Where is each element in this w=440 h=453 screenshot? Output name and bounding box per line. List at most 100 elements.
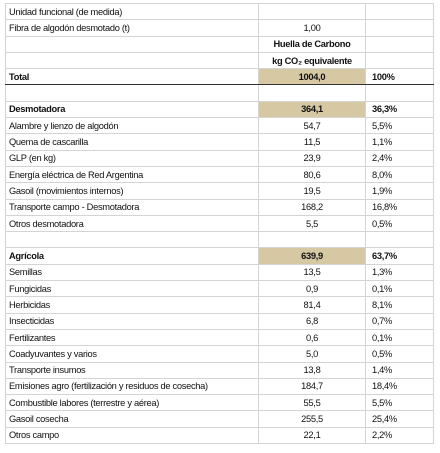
row-label: Unidad funcional (de medida)	[5, 2, 259, 21]
row-value: 22,1	[258, 426, 366, 445]
row-value: 1,00	[258, 19, 366, 37]
row-share: 100%	[365, 68, 434, 86]
item-row: Herbicidas 81,4 8,1%	[5, 296, 434, 314]
row-label: Transporte insumos	[5, 361, 259, 379]
row-label: Total	[5, 68, 259, 86]
item-row: Gasoil (movimientos internos) 19,5 1,9%	[5, 182, 434, 200]
row-label: Alambre y lienzo de algodón	[5, 117, 259, 135]
item-row: Coadyuvantes y varios 5,0 0,5%	[5, 345, 434, 363]
row-value: 55,5	[258, 394, 366, 412]
row-share: 1,3%	[365, 263, 434, 282]
item-row: Otros desmotadora 5,5 0,5%	[5, 214, 434, 233]
header-row: Huella de Carbono	[5, 35, 434, 53]
item-row: Fertilizantes 0,6 0,1%	[5, 328, 434, 347]
row-value: 364,1	[258, 100, 366, 119]
row-value: 5,0	[258, 345, 366, 363]
row-label: Fibra de algodón desmotado (t)	[5, 19, 259, 37]
row-value: 81,4	[258, 296, 366, 314]
row-share	[365, 2, 434, 21]
item-row: Transporte campo - Desmotadora 168,2 16,8%	[5, 198, 434, 216]
empty-cell	[5, 84, 259, 102]
info-row: Unidad funcional (de medida)	[5, 2, 434, 21]
row-share: 18,4%	[365, 377, 434, 396]
empty-cell	[258, 84, 366, 102]
row-label: Emisiones agro (fertilización y residuos…	[5, 377, 259, 396]
info-row: Fibra de algodón desmotado (t) 1,00	[5, 19, 434, 37]
item-row: Emisiones agro (fertilización y residuos…	[5, 377, 434, 396]
total-row: Total 1004,0 100%	[5, 68, 434, 86]
row-share: 2,4%	[365, 149, 434, 167]
spacer-row	[5, 231, 434, 249]
row-share: 5,5%	[365, 117, 434, 135]
empty-cell	[5, 51, 259, 70]
row-share: 8,0%	[365, 165, 434, 184]
item-row: Insecticidas 6,8 0,7%	[5, 312, 434, 330]
row-label: Otros campo	[5, 426, 259, 445]
row-value	[258, 2, 366, 21]
row-label: Herbicidas	[5, 296, 259, 314]
row-value: 168,2	[258, 198, 366, 216]
item-row: Alambre y lienzo de algodón 54,7 5,5%	[5, 117, 434, 135]
empty-cell	[5, 35, 259, 53]
row-value: 255,5	[258, 410, 366, 428]
row-value: 11,5	[258, 133, 366, 151]
row-value: 0,6	[258, 328, 366, 347]
row-share	[365, 19, 434, 37]
item-row: GLP (en kg) 23,9 2,4%	[5, 149, 434, 167]
row-label: Energía eléctrica de Red Argentina	[5, 165, 259, 184]
item-row: Semillas 13,5 1,3%	[5, 263, 434, 282]
empty-cell	[5, 231, 259, 249]
row-share: 1,4%	[365, 361, 434, 379]
row-value: 6,8	[258, 312, 366, 330]
row-share: 5,5%	[365, 394, 434, 412]
row-value: 184,7	[258, 377, 366, 396]
item-row: Energía eléctrica de Red Argentina 80,6 8,…	[5, 165, 434, 184]
header-cell: kg CO₂ equivalente	[258, 51, 366, 70]
row-share: 0,7%	[365, 312, 434, 330]
row-label: Coadyuvantes y varios	[5, 345, 259, 363]
carbon-table: Unidad funcional (de medida) Fibra de alg…	[5, 2, 434, 445]
row-share: 63,7%	[365, 247, 434, 265]
row-share: 0,5%	[365, 345, 434, 363]
item-row: Otros campo 22,1 2,2%	[5, 426, 434, 445]
row-label: Transporte campo - Desmotadora	[5, 198, 259, 216]
row-share: 0,1%	[365, 280, 434, 298]
item-row: Quema de cascarilla 11,5 1,1%	[5, 133, 434, 151]
item-row: Combustible labores (terrestre y aérea) 5…	[5, 394, 434, 412]
header-cell: Huella de Carbono	[258, 35, 366, 53]
row-share: 16,8%	[365, 198, 434, 216]
spacer-row	[5, 84, 434, 102]
empty-cell	[365, 84, 434, 102]
empty-cell	[365, 231, 434, 249]
row-share: 36,3%	[365, 100, 434, 119]
item-row: Gasoil cosecha 255,5 25,4%	[5, 410, 434, 428]
row-label: Quema de cascarilla	[5, 133, 259, 151]
row-label: Fungicidas	[5, 280, 259, 298]
row-label: Semillas	[5, 263, 259, 282]
item-row: Fungicidas 0,9 0,1%	[5, 280, 434, 298]
row-label: Fertilizantes	[5, 328, 259, 347]
empty-cell	[365, 35, 434, 53]
row-value: 13,5	[258, 263, 366, 282]
header-row: kg CO₂ equivalente	[5, 51, 434, 70]
row-value: 5,5	[258, 214, 366, 233]
row-value: 639,9	[258, 247, 366, 265]
empty-cell	[258, 231, 366, 249]
row-label: Combustible labores (terrestre y aérea)	[5, 394, 259, 412]
row-label: Otros desmotadora	[5, 214, 259, 233]
section-row: Desmotadora 364,1 36,3%	[5, 100, 434, 119]
row-value: 13,8	[258, 361, 366, 379]
row-value: 1004,0	[258, 68, 366, 86]
row-value: 0,9	[258, 280, 366, 298]
row-label: Agrícola	[5, 247, 259, 265]
empty-cell	[365, 51, 434, 70]
row-label: Desmotadora	[5, 100, 259, 119]
row-share: 0,5%	[365, 214, 434, 233]
item-row: Transporte insumos 13,8 1,4%	[5, 361, 434, 379]
row-value: 19,5	[258, 182, 366, 200]
row-share: 2,2%	[365, 426, 434, 445]
row-share: 1,9%	[365, 182, 434, 200]
row-value: 80,6	[258, 165, 366, 184]
row-label: Insecticidas	[5, 312, 259, 330]
